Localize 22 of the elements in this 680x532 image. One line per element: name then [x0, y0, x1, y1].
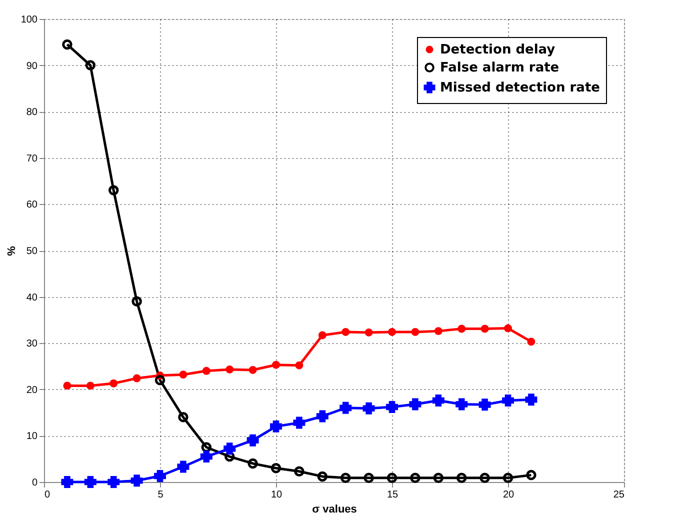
- y-tick-label: 10: [26, 431, 38, 442]
- y-tick-label: 80: [26, 107, 38, 118]
- x-axis-title: σ values: [312, 504, 357, 516]
- y-tick-label: 30: [26, 338, 38, 350]
- legend-label: False alarm rate: [440, 60, 560, 76]
- legend-label: Detection delay: [440, 42, 556, 58]
- x-tick-label: 5: [158, 490, 164, 500]
- legend-label: Missed detection rate: [440, 80, 600, 96]
- y-tick-label: 100: [20, 14, 38, 26]
- x-tick-label: 10: [270, 490, 282, 500]
- y-tick-label: 40: [26, 292, 38, 304]
- x-tick-label: 15: [386, 490, 398, 500]
- x-tick-label: 25: [613, 490, 625, 500]
- y-axis-title: %: [6, 246, 18, 256]
- x-tick-label: 20: [502, 490, 514, 500]
- y-tick-label: 90: [26, 60, 38, 72]
- y-tick-label: 0: [32, 478, 38, 488]
- x-tick-label: 0: [44, 490, 50, 500]
- y-tick-label: 70: [26, 153, 38, 164]
- y-tick-label: 50: [26, 246, 38, 257]
- y-tick-label: 20: [26, 384, 38, 396]
- y-tick-label: 60: [26, 200, 38, 211]
